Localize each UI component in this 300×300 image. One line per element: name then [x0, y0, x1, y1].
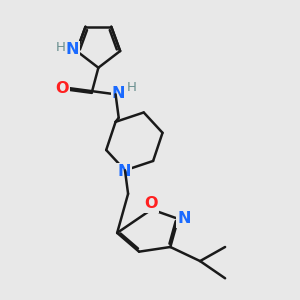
- Text: H: H: [56, 41, 65, 54]
- Text: N: N: [118, 164, 131, 179]
- Text: N: N: [65, 42, 79, 57]
- Text: N: N: [112, 85, 125, 100]
- Text: H: H: [126, 81, 136, 94]
- Text: O: O: [144, 196, 158, 211]
- Text: O: O: [56, 81, 69, 96]
- Text: N: N: [177, 211, 190, 226]
